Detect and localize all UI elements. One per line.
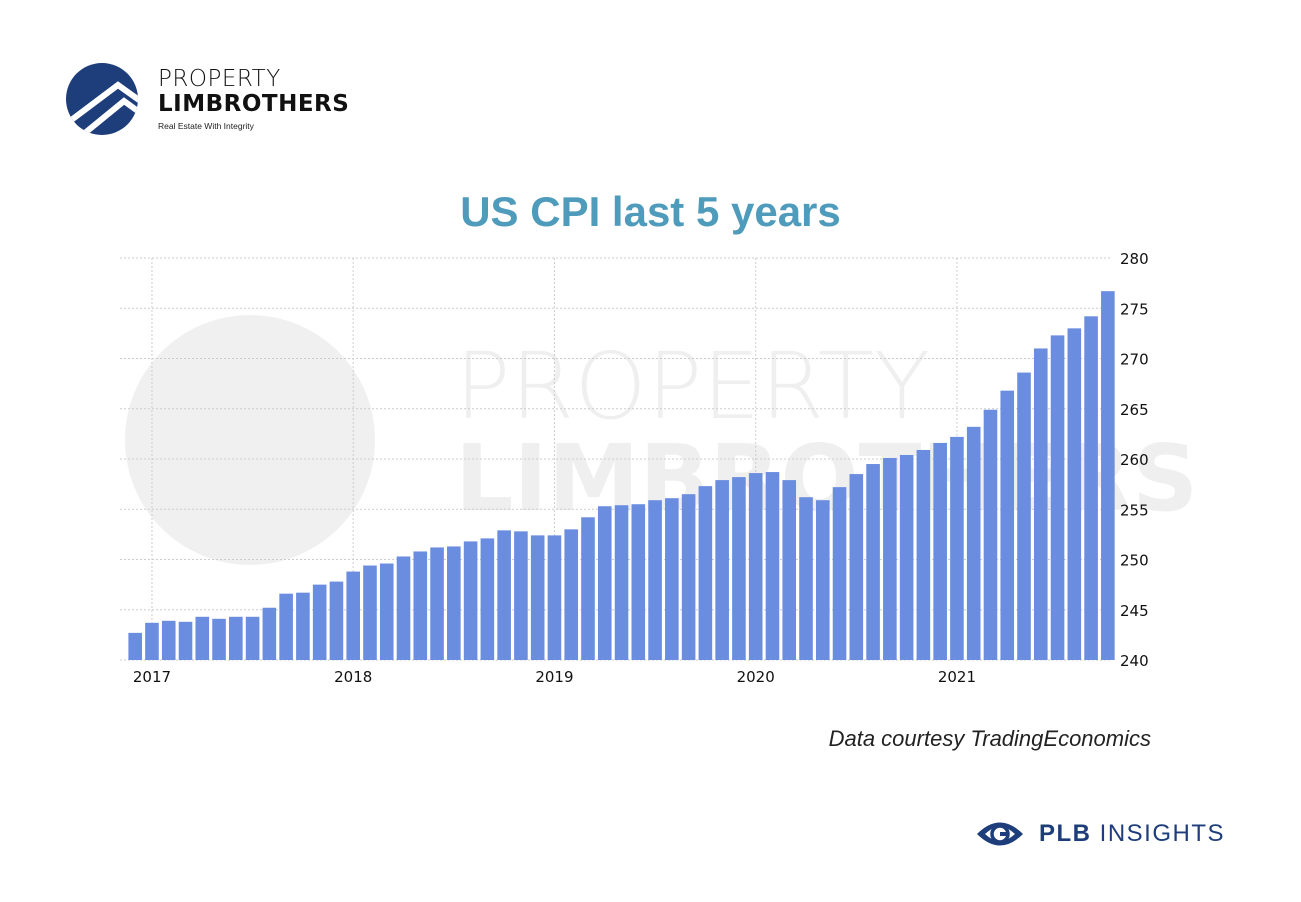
x-tick-label: 2021 [938,668,976,686]
bar-2017-05 [212,618,226,660]
company-logo: PROPERTY LIMBROTHERS Real Estate With In… [66,63,349,135]
bar-2020-04 [799,497,813,660]
bar-2019-08 [665,498,679,660]
bar-2020-01 [748,473,763,660]
y-tick-label: 240 [1120,652,1149,670]
bar-2019-12 [732,477,746,660]
eye-icon [977,822,1023,846]
bar-2017-10 [296,592,310,660]
bar-2018-04 [396,556,411,660]
y-tick-label: 250 [1120,552,1149,570]
bar-2017-02 [161,620,176,660]
bar-2019-03 [581,517,595,660]
bar-2018-09 [480,538,495,660]
bar-2017-01 [145,622,159,660]
bar-2019-01 [547,535,562,660]
bar-2020-02 [765,472,780,660]
svg-text:PROPERTY: PROPERTY [455,333,930,440]
x-tick-label: 2020 [737,668,775,686]
bar-2017-09 [279,593,293,660]
bar-2017-07 [245,616,260,660]
bar-2020-07 [849,474,864,660]
plb-insights-logo: PLB INSIGHTS [975,817,1225,851]
bar-2021-01 [950,436,964,660]
bar-2017-03 [178,621,193,660]
logo-tagline: Real Estate With Integrity [158,120,254,131]
x-tick-label: 2019 [535,668,573,686]
bar-2019-11 [715,480,729,660]
bar-2016-12 [128,632,142,660]
logo-mark-icon [66,63,138,135]
bar-2018-01 [346,571,361,660]
bar-2018-08 [463,541,478,660]
bar-2020-06 [832,487,847,660]
bar-2021-06 [1033,348,1048,660]
bar-2021-09 [1084,316,1098,660]
y-tick-label: 280 [1120,250,1149,268]
y-tick-label: 260 [1120,451,1149,469]
y-tick-label: 265 [1120,401,1149,419]
data-credit: Data courtesy TradingEconomics [828,726,1151,751]
bar-2019-06 [631,504,646,660]
bar-2020-11 [916,449,931,660]
bar-2019-04 [597,506,612,660]
bar-2020-09 [883,457,897,660]
bar-2021-07 [1050,335,1065,660]
bar-2017-12 [329,581,344,660]
bar-2017-06 [229,616,243,660]
bar-2018-10 [497,530,511,660]
y-tick-label: 270 [1120,351,1149,369]
bar-2019-02 [564,529,579,660]
y-tick-label: 245 [1120,602,1149,620]
bar-2019-10 [698,486,713,660]
bar-2018-12 [530,535,545,660]
bar-2017-08 [262,607,277,660]
y-tick-label: 255 [1120,501,1149,519]
chart-title: US CPI last 5 years [460,188,841,235]
logo-line2: LIMBROTHERS [158,90,350,117]
bar-2021-03 [983,409,998,660]
bar-2019-09 [681,494,696,660]
logo-line1: PROPERTY [158,65,281,92]
bar-2021-02 [966,426,981,660]
footer-brand-bold: PLB [1039,820,1092,847]
bar-2019-05 [614,505,629,660]
bar-2018-07 [447,546,461,660]
bar-2020-05 [815,500,830,660]
bar-2018-03 [379,563,394,660]
bar-2018-02 [363,565,377,660]
bar-2019-07 [648,500,662,660]
bar-2020-10 [899,454,914,660]
x-tick-label: 2018 [334,668,372,686]
bar-2021-08 [1067,328,1082,660]
bar-2021-05 [1017,372,1031,660]
bar-2020-08 [866,464,880,660]
bar-2020-03 [782,480,797,660]
y-tick-label: 275 [1120,300,1149,318]
bar-2018-05 [413,551,428,660]
bar-2021-10 [1101,291,1115,660]
x-tick-label: 2017 [133,668,171,686]
bar-2018-11 [514,531,528,660]
bar-2017-11 [312,584,327,660]
bar-2018-06 [430,547,444,660]
bar-2020-12 [933,442,947,660]
bar-2017-04 [195,616,210,660]
footer-brand-rest: INSIGHTS [1099,820,1226,847]
bar-2021-04 [1000,390,1015,660]
